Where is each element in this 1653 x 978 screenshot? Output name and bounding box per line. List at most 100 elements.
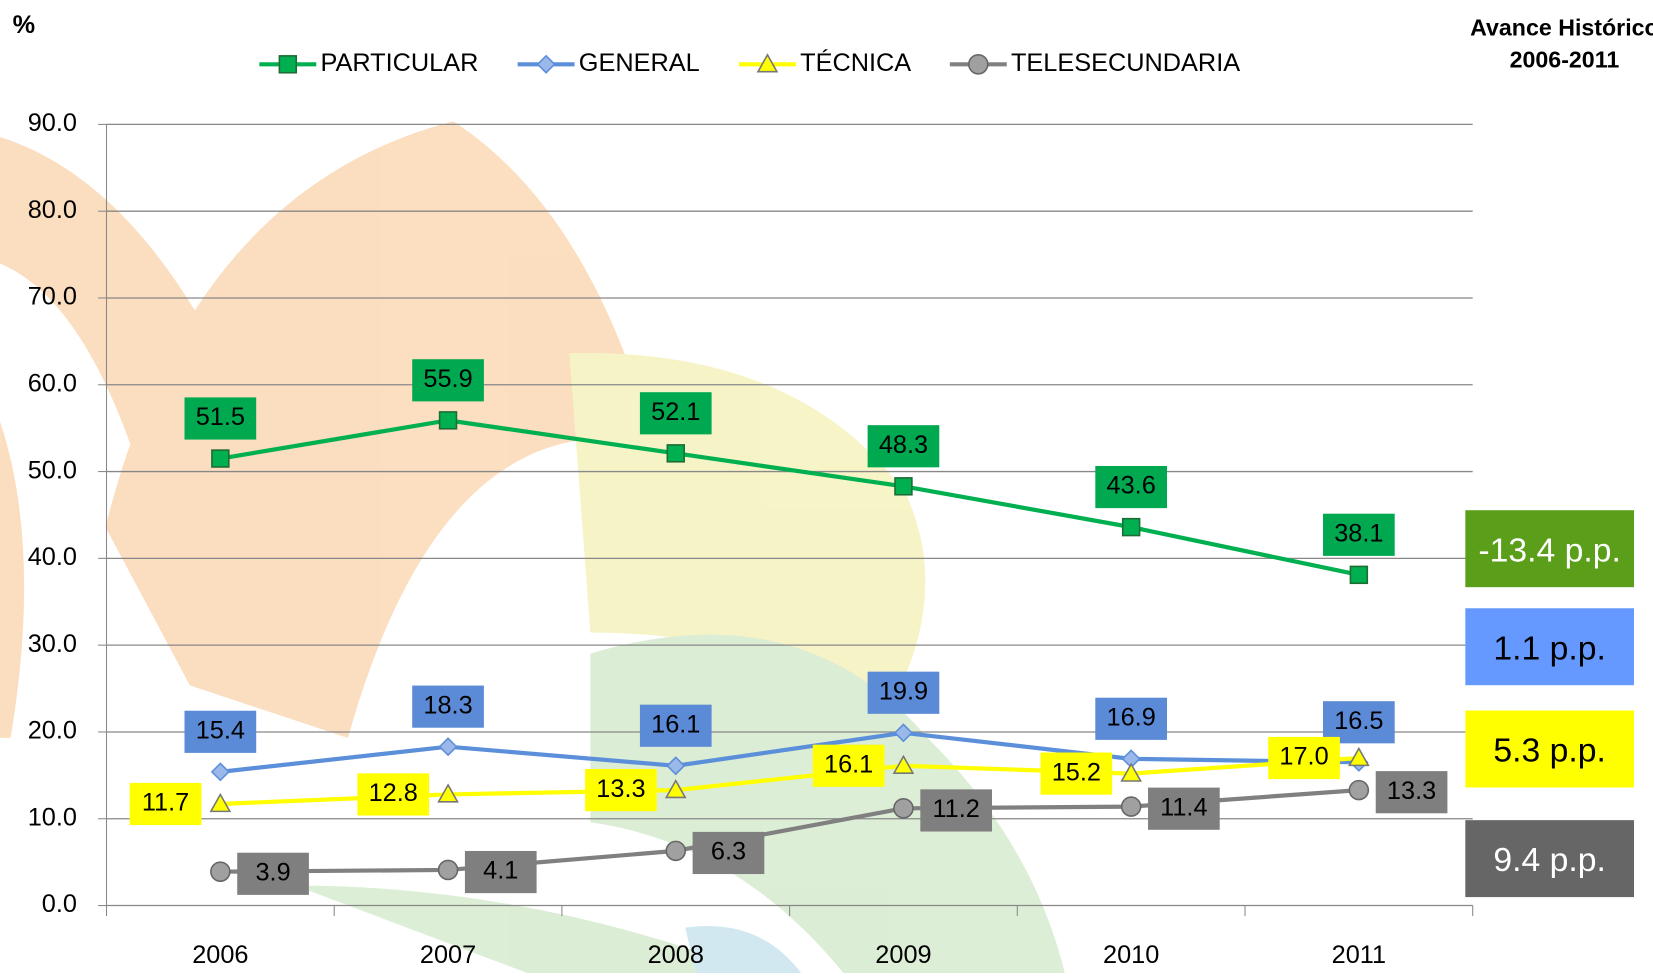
annotation: 1.1 p.p. (1493, 629, 1605, 667)
annotation-box (1465, 608, 1634, 686)
marker (666, 756, 686, 776)
data-label: 3.9 (255, 858, 290, 886)
data-label: 19.9 (879, 677, 928, 705)
marker (665, 840, 687, 862)
x-tick-label: 2008 (648, 941, 704, 969)
marker (1349, 565, 1369, 585)
chart-title: Avance Histórico (1470, 15, 1653, 41)
data-label: 38.1 (1334, 519, 1383, 547)
data-label: 55.9 (423, 365, 472, 393)
marker (666, 444, 685, 463)
data-label: 13.3 (1387, 777, 1436, 805)
y-axis-label: % (13, 11, 36, 39)
data-label-box (464, 850, 537, 894)
data-label: 13.3 (596, 775, 645, 803)
data-label: 12.8 (369, 779, 418, 807)
y-tick-label: 30.0 (28, 630, 77, 658)
marker (968, 54, 989, 75)
x-tick-label: 2007 (420, 941, 476, 969)
data-label: 11.2 (932, 795, 979, 823)
marker (1120, 762, 1142, 782)
data-label: 15.4 (196, 717, 245, 745)
background-decoration (0, 121, 1065, 973)
data-label: 4.1 (483, 857, 518, 885)
marker (1120, 796, 1142, 817)
data-label: 16.1 (651, 710, 700, 738)
x-tick-label: 2010 (1103, 941, 1159, 969)
x-tick-label: 2009 (875, 941, 931, 969)
marker (1121, 517, 1141, 537)
y-tick-label: 80.0 (28, 196, 77, 224)
y-tick-label: 60.0 (28, 369, 77, 397)
marker (893, 798, 914, 819)
marker (1348, 779, 1370, 801)
marker (438, 411, 458, 430)
data-label-box (920, 789, 993, 832)
data-label: 11.7 (142, 789, 189, 817)
annotation-box (1465, 820, 1634, 898)
x-tick-label: 2006 (192, 941, 248, 969)
data-label-box (1375, 771, 1448, 814)
annotation: -13.4 p.p. (1478, 531, 1620, 569)
y-tick-label: 40.0 (28, 543, 77, 571)
series-line (220, 730, 1359, 774)
data-label-box (1095, 697, 1167, 740)
marker (756, 53, 779, 73)
data-label: 52.1 (651, 398, 700, 426)
data-label: 17.0 (1279, 743, 1328, 771)
data-label-box (357, 773, 430, 816)
data-label-box (184, 710, 257, 753)
data-label-box (812, 744, 885, 787)
data-label-box (639, 704, 712, 747)
marker (211, 449, 230, 468)
marker (438, 737, 458, 757)
y-tick-label: 90.0 (28, 109, 77, 137)
marker (209, 792, 232, 813)
legend-label: GENERAL (579, 49, 700, 77)
marker (437, 783, 459, 803)
data-label-box (1323, 701, 1395, 744)
y-tick-label: 10.0 (28, 803, 77, 831)
marker (893, 723, 914, 743)
marker (437, 859, 459, 881)
data-label-box (692, 831, 765, 875)
data-label-box (1323, 513, 1395, 556)
data-label: 6.3 (711, 838, 746, 866)
data-label-box (639, 392, 712, 435)
data-label-box (1268, 736, 1340, 780)
marker (278, 55, 298, 74)
y-tick-label: 70.0 (28, 283, 77, 311)
legend-label: TÉCNICA (800, 48, 911, 77)
data-label-box (237, 852, 309, 895)
data-label: 16.9 (1107, 703, 1156, 731)
data-label: 51.5 (196, 403, 245, 431)
annotation-box (1465, 710, 1634, 788)
data-label: 43.6 (1107, 472, 1156, 500)
marker (210, 861, 231, 882)
marker (1348, 746, 1370, 767)
annotation-box (1465, 510, 1634, 588)
data-label-box (129, 782, 202, 826)
marker (210, 762, 230, 782)
data-label: 18.3 (423, 691, 472, 719)
data-label: 15.2 (1052, 758, 1101, 786)
marker (664, 778, 687, 799)
data-label-box (867, 671, 940, 714)
data-label-box (184, 397, 257, 440)
x-tick-label: 2011 (1332, 941, 1386, 969)
annotation: 5.3 p.p. (1493, 732, 1605, 770)
series-line (220, 418, 1360, 577)
data-label-box (412, 685, 484, 728)
marker (892, 754, 915, 774)
data-label-box (867, 425, 940, 468)
data-label: 48.3 (879, 431, 928, 459)
data-label-box (1040, 752, 1113, 795)
data-label-box (412, 359, 484, 402)
chart-subtitle: 2006-2011 (1510, 46, 1620, 72)
data-label-box (1095, 465, 1167, 509)
data-label: 11.4 (1160, 793, 1207, 821)
marker (536, 54, 556, 74)
y-tick-label: 50.0 (28, 456, 77, 484)
